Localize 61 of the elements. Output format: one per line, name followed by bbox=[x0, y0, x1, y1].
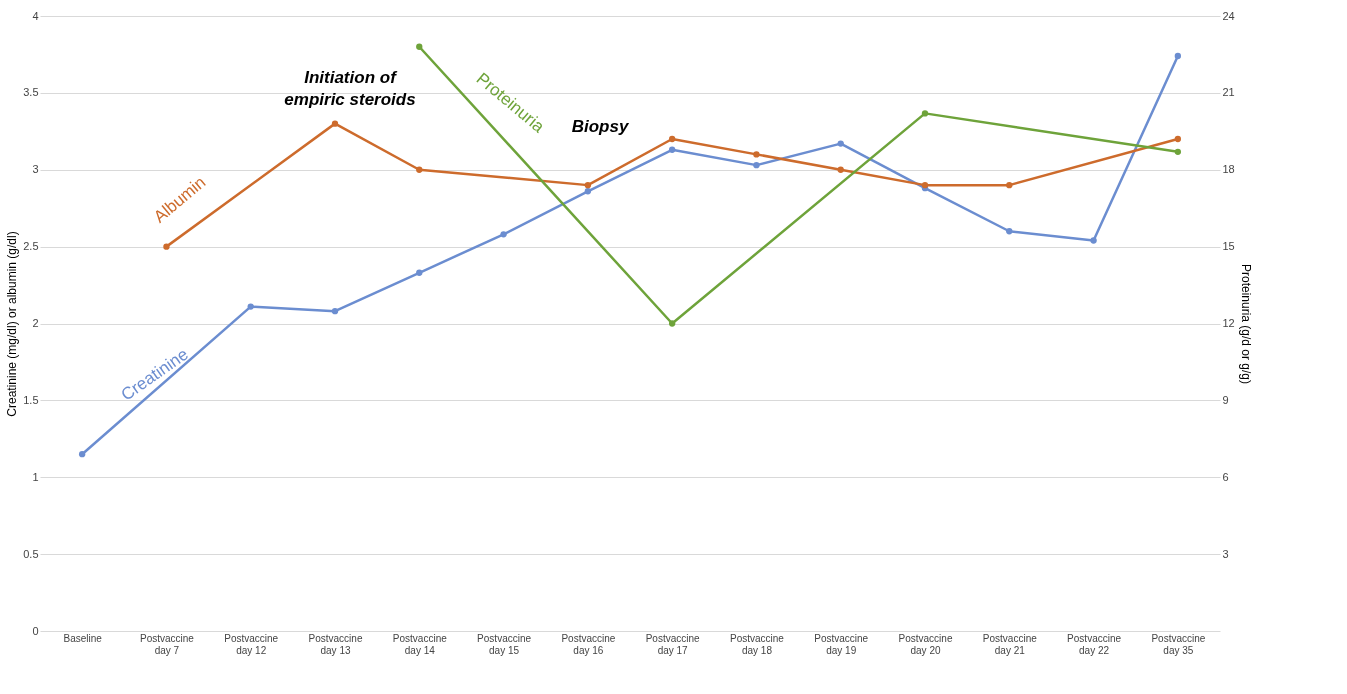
point bbox=[331, 120, 339, 127]
y-tick-label: 1 bbox=[32, 470, 39, 483]
y2-tick-label: 21 bbox=[1222, 86, 1235, 99]
annotation: Biopsy bbox=[571, 117, 630, 136]
x-tick-label: Postvaccine day 22 bbox=[1067, 632, 1122, 656]
x-tick-label: Postvaccine day 16 bbox=[561, 632, 616, 656]
point bbox=[1174, 135, 1182, 143]
y2-tick-label: 24 bbox=[1222, 9, 1235, 22]
y2-tick-label: 15 bbox=[1222, 240, 1235, 253]
x-tick-label: Postvaccine day 17 bbox=[645, 632, 701, 656]
x-tick-label: Baseline bbox=[63, 632, 103, 644]
point bbox=[78, 451, 86, 458]
x-tick-label: Postvaccine day 13 bbox=[308, 632, 363, 656]
y2-tick-label: 12 bbox=[1222, 317, 1235, 329]
x-tick-label: Postvaccine day 21 bbox=[982, 632, 1038, 656]
point bbox=[331, 308, 339, 315]
point bbox=[247, 303, 254, 310]
point bbox=[163, 243, 170, 250]
x-tick-label: Postvaccine day 15 bbox=[477, 632, 532, 656]
x-tick-label: Postvaccine day 18 bbox=[729, 632, 785, 656]
point bbox=[416, 269, 423, 276]
point bbox=[1090, 237, 1097, 244]
y-axis-title: Creatinine (mg/dl) or albumin (g/dl) bbox=[5, 231, 20, 417]
point bbox=[416, 43, 423, 50]
point bbox=[1006, 181, 1013, 189]
point bbox=[921, 110, 929, 117]
y-tick-label: 2 bbox=[32, 317, 39, 329]
point bbox=[416, 166, 423, 173]
y2-axis-title: Proteinuria (g/d or g/g) bbox=[1238, 263, 1253, 385]
y-tick-label: 3.5 bbox=[23, 86, 39, 99]
x-tick-label: Postvaccine day 35 bbox=[1151, 632, 1206, 656]
y2-tick-label: 6 bbox=[1222, 470, 1229, 483]
y-tick-label: 0 bbox=[32, 624, 39, 637]
y2-tick-label: 9 bbox=[1222, 393, 1229, 406]
point bbox=[500, 231, 507, 238]
y-tick-label: 4 bbox=[32, 9, 39, 22]
x-tick-label: Postvaccine day 19 bbox=[814, 632, 869, 656]
y-tick-label: 2.5 bbox=[23, 240, 39, 253]
y2-tick-label: 3 bbox=[1222, 547, 1229, 560]
y-tick-label: 0.5 bbox=[23, 547, 39, 560]
y-tick-label: 1.5 bbox=[23, 393, 39, 406]
point bbox=[753, 151, 760, 158]
y-tick-label: 3 bbox=[32, 163, 39, 176]
point bbox=[1006, 228, 1013, 235]
x-tick-label: Postvaccine day 20 bbox=[898, 632, 953, 656]
point bbox=[837, 140, 844, 147]
point bbox=[921, 181, 929, 189]
x-tick-label: Postvaccine day 14 bbox=[392, 632, 448, 656]
point bbox=[584, 188, 592, 195]
point bbox=[668, 146, 676, 153]
point bbox=[584, 181, 592, 189]
point bbox=[668, 135, 676, 143]
point bbox=[1174, 148, 1182, 155]
point bbox=[753, 161, 760, 169]
x-tick-label: Postvaccine day 7 bbox=[139, 632, 195, 656]
point bbox=[837, 166, 844, 173]
annotation: Initiation of empiric steroids bbox=[284, 68, 416, 109]
point bbox=[668, 320, 676, 327]
y2-tick-label: 18 bbox=[1222, 163, 1235, 176]
x-tick-label: Postvaccine day 12 bbox=[224, 632, 279, 656]
point bbox=[1174, 52, 1182, 60]
